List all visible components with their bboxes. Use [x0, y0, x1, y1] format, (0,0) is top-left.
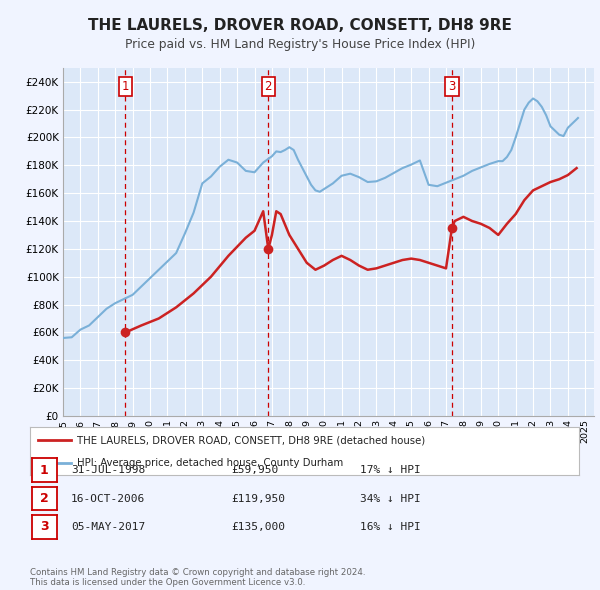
Text: Contains HM Land Registry data © Crown copyright and database right 2024.
This d: Contains HM Land Registry data © Crown c… [30, 568, 365, 587]
Text: 34% ↓ HPI: 34% ↓ HPI [360, 494, 421, 503]
Text: 31-JUL-1998: 31-JUL-1998 [71, 466, 145, 475]
Text: Price paid vs. HM Land Registry's House Price Index (HPI): Price paid vs. HM Land Registry's House … [125, 38, 475, 51]
Text: 16% ↓ HPI: 16% ↓ HPI [360, 522, 421, 532]
Text: THE LAURELS, DROVER ROAD, CONSETT, DH8 9RE: THE LAURELS, DROVER ROAD, CONSETT, DH8 9… [88, 18, 512, 33]
Text: £119,950: £119,950 [231, 494, 285, 503]
Text: HPI: Average price, detached house, County Durham: HPI: Average price, detached house, Coun… [77, 458, 343, 468]
Text: 2: 2 [265, 80, 272, 93]
Text: 3: 3 [448, 80, 455, 93]
Text: 16-OCT-2006: 16-OCT-2006 [71, 494, 145, 503]
Text: THE LAURELS, DROVER ROAD, CONSETT, DH8 9RE (detached house): THE LAURELS, DROVER ROAD, CONSETT, DH8 9… [77, 435, 425, 445]
Text: 1: 1 [40, 464, 49, 477]
Text: 2: 2 [40, 492, 49, 505]
Text: 3: 3 [40, 520, 49, 533]
Text: 05-MAY-2017: 05-MAY-2017 [71, 522, 145, 532]
Text: 1: 1 [122, 80, 129, 93]
Text: £59,950: £59,950 [231, 466, 278, 475]
Text: 17% ↓ HPI: 17% ↓ HPI [360, 466, 421, 475]
Text: £135,000: £135,000 [231, 522, 285, 532]
